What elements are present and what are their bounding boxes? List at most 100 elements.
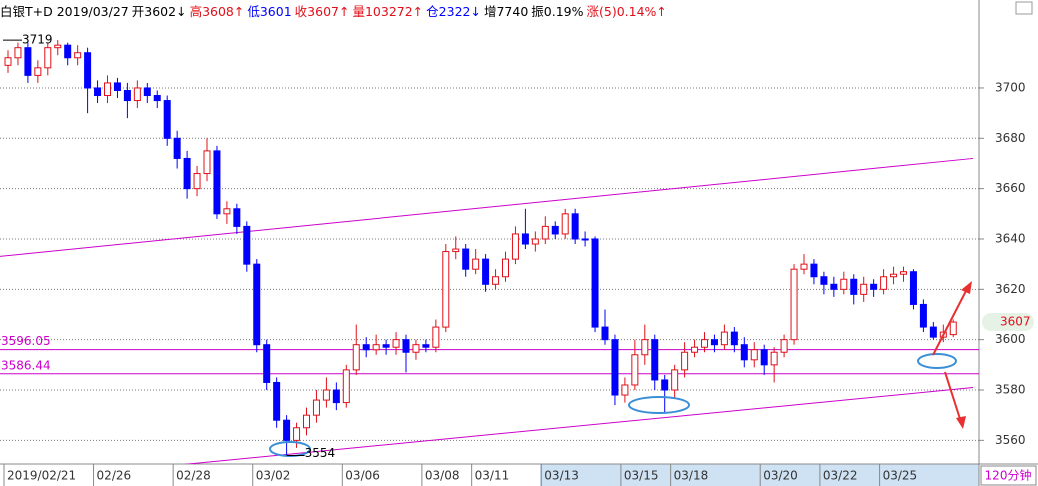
- candle-body: [64, 44, 72, 59]
- candle-body: [551, 225, 559, 235]
- candle-body: [929, 326, 937, 338]
- highlight-ellipse: [269, 441, 311, 457]
- candle-body: [750, 349, 758, 361]
- candle-body: [462, 248, 470, 270]
- candle-body: [253, 263, 261, 346]
- candle-body: [243, 225, 251, 265]
- window-icon[interactable]: [1015, 1, 1033, 15]
- candle-body: [303, 414, 310, 429]
- x-tick-label: 02/26: [97, 469, 132, 483]
- candle-body: [631, 354, 639, 386]
- candle-body: [203, 150, 211, 175]
- candle-body: [850, 278, 858, 295]
- header-item: 低3601: [247, 4, 292, 19]
- candle-body: [432, 326, 440, 348]
- candle-body: [422, 344, 430, 348]
- x-tick-label: 03/22: [823, 469, 858, 483]
- max-label: 3719: [22, 33, 53, 47]
- period-box[interactable]: [980, 465, 1037, 486]
- candle-body: [492, 276, 500, 285]
- x-tick-label: 03/06: [345, 469, 380, 483]
- arrow: [932, 286, 969, 356]
- header-item: 振0.19%: [531, 4, 584, 19]
- candle-body: [720, 331, 728, 346]
- y-tick-label: 3620: [995, 282, 1026, 296]
- candle-body: [521, 233, 529, 245]
- candle-body: [531, 238, 539, 245]
- x-tick-label: 03/11: [475, 469, 510, 483]
- period-label[interactable]: 120分钟: [985, 468, 1032, 483]
- candle-body: [611, 339, 619, 396]
- candle-body: [502, 258, 509, 278]
- candle-body: [671, 369, 679, 391]
- candle-body: [104, 82, 111, 97]
- candle-body: [213, 150, 221, 215]
- candle-body: [651, 339, 659, 381]
- candle-body: [730, 331, 738, 346]
- header-item: 量103272↑: [352, 4, 424, 19]
- candle-body: [581, 238, 589, 241]
- candle-body: [352, 344, 360, 371]
- candle-body: [362, 344, 370, 351]
- candle-body: [392, 339, 400, 348]
- candle-body: [701, 339, 708, 348]
- candle-body: [44, 47, 52, 69]
- arrow-head: [961, 281, 972, 294]
- x-tick-label: 03/25: [883, 469, 918, 483]
- x-tick-label: 03/02: [256, 469, 291, 483]
- candle-body: [909, 271, 917, 305]
- candle-body: [312, 399, 320, 416]
- x-tick-label: 03/15: [624, 469, 659, 483]
- y-tick-label: 3580: [995, 383, 1026, 397]
- candle-body: [143, 87, 151, 97]
- header-item: 白银T+D 2019/03/27: [0, 4, 129, 19]
- candle-body: [591, 238, 599, 328]
- candle-body: [34, 67, 42, 76]
- candle-body: [412, 344, 420, 353]
- candle-body: [163, 100, 171, 139]
- x-tick-label: 03/18: [674, 469, 709, 483]
- candle-body: [949, 321, 957, 336]
- y-tick-label: 3680: [995, 131, 1026, 145]
- candle-body: [541, 225, 549, 240]
- quote-header: 白银T+D 2019/03/27 开3602↓ 高3608↑ 低3601 收3607↑ 量…: [0, 1, 670, 20]
- x-tick-label: 2019/02/21: [7, 469, 76, 483]
- candle-body: [113, 82, 121, 91]
- candle-body: [760, 349, 768, 366]
- candle-body: [14, 47, 22, 59]
- candle-body: [4, 57, 12, 66]
- candle-body: [74, 52, 82, 59]
- header-item: 涨(5)0.14%↑: [586, 4, 667, 19]
- x-tick-label: 03/08: [425, 469, 460, 483]
- horizontal-line-label: 3596.05: [1, 334, 51, 348]
- candle-body: [24, 47, 32, 76]
- y-tick-label: 3560: [995, 433, 1026, 447]
- candle-body: [770, 351, 778, 366]
- candle-body: [293, 427, 301, 441]
- y-tick-label: 3640: [995, 231, 1026, 245]
- candle-body: [790, 268, 798, 341]
- horizontal-line-label: 3586.44: [1, 358, 51, 372]
- candle-body: [740, 344, 748, 361]
- candle-body: [173, 137, 181, 159]
- candle-body: [342, 369, 350, 404]
- candle-body: [233, 208, 241, 227]
- candle-body: [402, 339, 410, 353]
- candle-body: [442, 251, 450, 328]
- candle-body: [830, 283, 838, 290]
- y-tick-label: 3700: [995, 80, 1026, 94]
- candle-body: [820, 276, 828, 285]
- candle-body: [601, 326, 609, 341]
- last-price: 3607: [1000, 315, 1031, 329]
- trend-line: [183, 386, 974, 464]
- x-tick-label: 02/28: [176, 469, 211, 483]
- annotations: [269, 281, 972, 457]
- candle-body: [840, 278, 848, 290]
- candle-body: [691, 346, 699, 353]
- candle-body: [900, 271, 907, 275]
- candle-body: [84, 52, 92, 89]
- candle-body: [372, 344, 380, 351]
- x-tick-label: 03/13: [544, 469, 579, 483]
- highlight-ellipse: [628, 396, 690, 414]
